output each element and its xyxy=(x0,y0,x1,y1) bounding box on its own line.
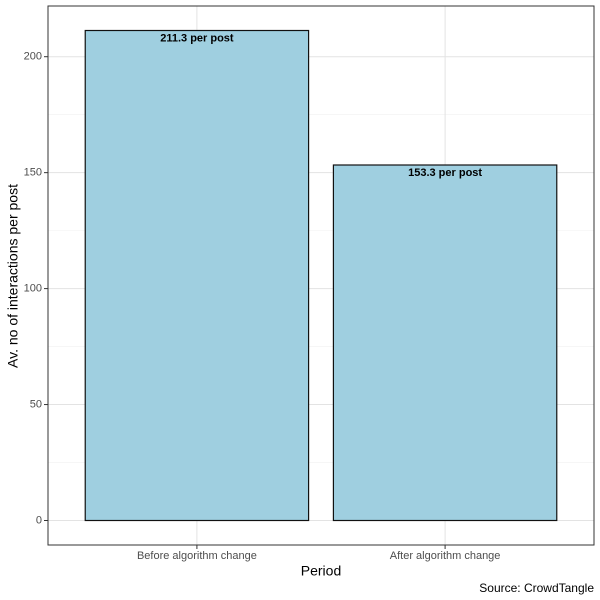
y-tick-label: 150 xyxy=(24,167,42,179)
bar-label: 211.3 per post xyxy=(160,32,234,44)
bar-label: 153.3 per post xyxy=(408,167,482,179)
x-tick-label: Before algorithm change xyxy=(137,550,257,562)
y-axis-title: Av. no of interactions per post xyxy=(5,184,21,368)
x-tick-label: After algorithm change xyxy=(390,550,501,562)
bar xyxy=(84,29,310,522)
y-tick-label: 0 xyxy=(36,514,42,526)
y-tick-label: 50 xyxy=(30,398,42,410)
y-tick-label: 200 xyxy=(24,51,42,63)
bar xyxy=(332,164,558,522)
x-axis-title: Period xyxy=(301,563,341,579)
panel-border xyxy=(47,5,595,546)
caption: Source: CrowdTangle xyxy=(479,581,594,595)
y-tick-label: 100 xyxy=(24,283,42,295)
